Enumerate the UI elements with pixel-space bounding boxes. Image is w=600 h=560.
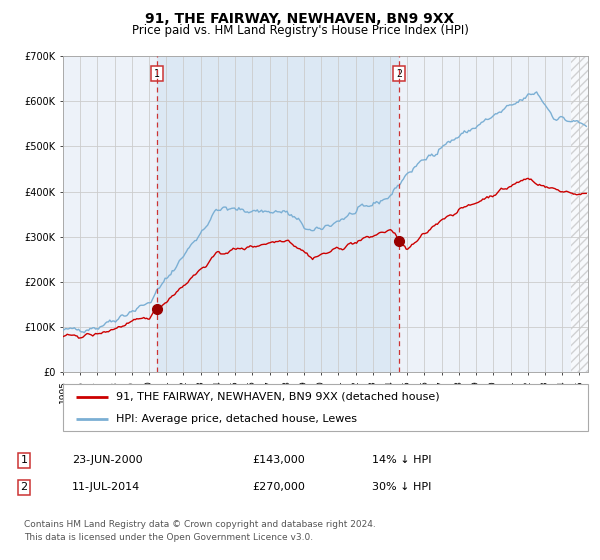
Text: This data is licensed under the Open Government Licence v3.0.: This data is licensed under the Open Gov… bbox=[24, 533, 313, 542]
Text: £143,000: £143,000 bbox=[252, 455, 305, 465]
Text: HPI: Average price, detached house, Lewes: HPI: Average price, detached house, Lewe… bbox=[115, 414, 356, 424]
Text: 2: 2 bbox=[20, 482, 28, 492]
Text: 91, THE FAIRWAY, NEWHAVEN, BN9 9XX (detached house): 91, THE FAIRWAY, NEWHAVEN, BN9 9XX (deta… bbox=[115, 392, 439, 402]
Bar bbox=[157, 56, 399, 372]
Bar bbox=[571, 56, 588, 372]
Text: 2: 2 bbox=[396, 69, 402, 78]
Text: 91, THE FAIRWAY, NEWHAVEN, BN9 9XX: 91, THE FAIRWAY, NEWHAVEN, BN9 9XX bbox=[145, 12, 455, 26]
Text: 1: 1 bbox=[154, 69, 160, 78]
Text: Contains HM Land Registry data © Crown copyright and database right 2024.: Contains HM Land Registry data © Crown c… bbox=[24, 520, 376, 529]
Text: 23-JUN-2000: 23-JUN-2000 bbox=[72, 455, 143, 465]
Text: Price paid vs. HM Land Registry's House Price Index (HPI): Price paid vs. HM Land Registry's House … bbox=[131, 24, 469, 36]
Text: 14% ↓ HPI: 14% ↓ HPI bbox=[372, 455, 431, 465]
Bar bbox=[571, 56, 588, 372]
Text: 11-JUL-2014: 11-JUL-2014 bbox=[72, 482, 140, 492]
Text: 30% ↓ HPI: 30% ↓ HPI bbox=[372, 482, 431, 492]
Text: 1: 1 bbox=[20, 455, 28, 465]
Text: £270,000: £270,000 bbox=[252, 482, 305, 492]
